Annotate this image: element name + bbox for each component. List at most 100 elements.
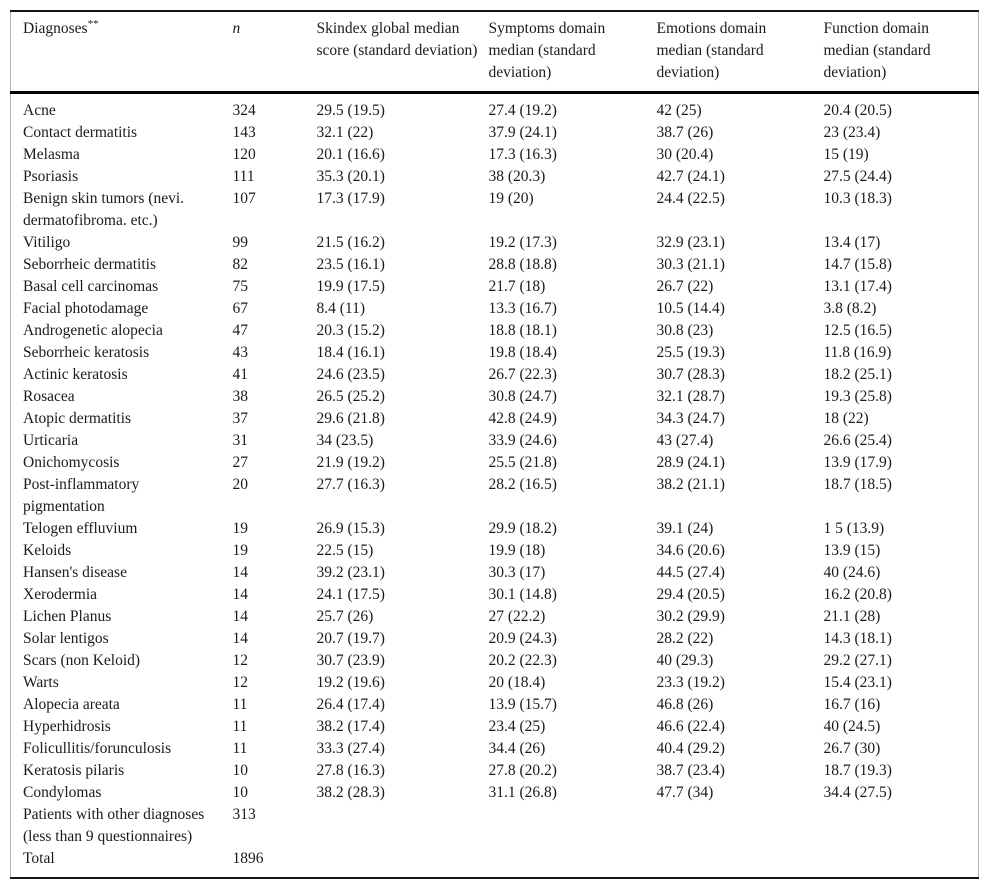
cell-skindex-global: 38.2 (17.4) (316, 718, 385, 735)
cell-n: 107 (232, 190, 256, 207)
cell-emotions: 40.4 (29.2) (656, 740, 725, 757)
cell-symptoms: 19.8 (18.4) (488, 344, 557, 361)
cell-skindex-global: 19.9 (17.5) (316, 278, 385, 295)
cell-skindex-global: 26.4 (17.4) (316, 696, 385, 713)
cell-emotions: 29.4 (20.5) (656, 586, 725, 603)
cell-n: 99 (232, 234, 249, 251)
table-row: Psoriasis 111 35.3 (20.1) 38 (20.3) 42.7 (24… (11, 166, 979, 188)
cell-skindex-global: 27.8 (16.3) (316, 762, 385, 779)
table-row: Rosacea 38 26.5 (25.2) 30.8 (24.7) 32.1 (28.… (11, 386, 979, 408)
cell-skindex-global: 30.7 (23.9) (316, 652, 385, 669)
cell-emotions: 38.7 (23.4) (656, 762, 725, 779)
cell-emotions: 39.1 (24) (656, 520, 714, 537)
cell-symptoms: 21.7 (18) (488, 278, 546, 295)
cell-symptoms: 13.3 (16.7) (488, 300, 557, 317)
cell-function: 21.1 (28) (823, 608, 881, 625)
cell-skindex-global: 25.7 (26) (316, 608, 374, 625)
cell-symptoms: 29.9 (18.2) (488, 520, 557, 537)
cell-n: 120 (232, 146, 256, 163)
cell-skindex-global (317, 848, 489, 878)
cell-n: 324 (232, 102, 256, 119)
cell-skindex-global: 17.3 (17.9) (316, 190, 385, 207)
table-row: Onichomycosis 27 21.9 (19.2) 25.5 (21.8) 28.… (11, 452, 979, 474)
table-row: Alopecia areata 11 26.4 (17.4) 13.9 (15.7) 4… (11, 694, 979, 716)
table-row: Facial photodamage 67 8.4 (11) 13.3 (16.7) 1… (11, 298, 979, 320)
cell-skindex-global: 32.1 (22) (316, 124, 374, 141)
cell-n: 11 (232, 696, 248, 713)
cell-emotions: 47.7 (34) (656, 784, 714, 801)
table-row: Vitiligo 99 21.5 (16.2) 19.2 (17.3) 32.9 (23… (11, 232, 979, 254)
cell-diagnosis: Psoriasis (23, 168, 79, 185)
cell-n: 31 (232, 432, 249, 449)
cell-symptoms: 17.3 (16.3) (488, 146, 557, 163)
cell-diagnosis: Rosacea (23, 388, 75, 405)
cell-function: 13.1 (17.4) (823, 278, 892, 295)
cell-function (824, 848, 979, 878)
cell-skindex-global: 33.3 (27.4) (316, 740, 385, 757)
table-row: Melasma 120 20.1 (16.6) 17.3 (16.3) 30 (20.4… (11, 144, 979, 166)
cell-function: 16.2 (20.8) (823, 586, 892, 603)
cell-emotions: 38.7 (26) (656, 124, 714, 141)
cell-diagnosis: Actinic keratosis (23, 366, 128, 383)
cell-n: 10 (232, 762, 249, 779)
cell-symptoms: 20.9 (24.3) (488, 630, 557, 647)
cell-skindex-global: 24.6 (23.5) (316, 366, 385, 383)
cell-function: 29.2 (27.1) (823, 652, 892, 669)
cell-function: 14.3 (18.1) (823, 630, 892, 647)
cell-n: 20 (232, 476, 249, 493)
cell-emotions: 24.4 (22.5) (656, 190, 725, 207)
cell-symptoms: 34.4 (26) (488, 740, 546, 757)
cell-skindex-global: 21.9 (19.2) (316, 454, 385, 471)
col-header-n: n (232, 11, 317, 94)
cell-function: 18.7 (19.3) (823, 762, 892, 779)
cell-emotions: 30.3 (21.1) (656, 256, 725, 273)
col-header-function-domain: Function domain median (standard deviati… (823, 11, 979, 94)
cell-skindex-global: 39.2 (23.1) (316, 564, 385, 581)
cell-function: 3.8 (8.2) (823, 300, 877, 317)
cell-emotions: 26.7 (22) (656, 278, 714, 295)
cell-function: 11.8 (16.9) (823, 344, 892, 361)
cell-diagnosis: Basal cell carcinomas (23, 278, 159, 295)
table-row: Patients with other diagnoses (less than… (11, 804, 979, 848)
cell-skindex-global: 24.1 (17.5) (316, 586, 385, 603)
cell-emotions: 25.5 (19.3) (656, 344, 725, 361)
cell-function: 10.3 (18.3) (823, 190, 892, 207)
col-header-skindex-global: Skindex global median score (standard de… (316, 11, 489, 94)
table-row: Xerodermia 14 24.1 (17.5) 30.1 (14.8) 29.4 (… (11, 584, 979, 606)
cell-symptoms: 33.9 (24.6) (488, 432, 557, 449)
cell-diagnosis: Patients with other diagnoses (less than… (23, 806, 205, 845)
table-row: Benign skin tumors (nevi. dermatofibroma… (11, 188, 979, 232)
col-header-diagnoses-label: Diagnoses (23, 20, 88, 37)
cell-diagnosis: Keloids (23, 542, 72, 559)
cell-n: 12 (232, 652, 249, 669)
cell-emotions: 42.7 (24.1) (656, 168, 725, 185)
cell-function: 34.4 (27.5) (823, 784, 892, 801)
cell-diagnosis: Post-inflammatory pigmentation (23, 476, 140, 515)
cell-emotions: 28.2 (22) (656, 630, 714, 647)
cell-skindex-global: 26.5 (25.2) (316, 388, 385, 405)
cell-skindex-global: 19.2 (19.6) (316, 674, 385, 691)
cell-emotions: 42 (25) (656, 102, 702, 119)
cell-diagnosis: Keratosis pilaris (23, 762, 125, 779)
cell-skindex-global: 22.5 (15) (316, 542, 374, 559)
cell-function: 40 (24.5) (823, 718, 881, 735)
cell-diagnosis: Condylomas (23, 784, 102, 801)
cell-n: 143 (232, 124, 256, 141)
col-header-symptoms-domain: Symptoms domain median (standard deviati… (488, 11, 657, 94)
cell-emotions: 46.6 (22.4) (656, 718, 725, 735)
cell-n: 37 (232, 410, 249, 427)
cell-emotions: 32.1 (28.7) (656, 388, 725, 405)
cell-function: 18.7 (18.5) (823, 476, 892, 493)
cell-diagnosis: Melasma (23, 146, 80, 163)
cell-symptoms: 25.5 (21.8) (488, 454, 557, 471)
cell-skindex-global (317, 804, 489, 848)
cell-skindex-global: 8.4 (11) (316, 300, 366, 317)
table-row: Seborrheic dermatitis 82 23.5 (16.1) 28.8 (… (11, 254, 979, 276)
cell-skindex-global: 18.4 (16.1) (316, 344, 385, 361)
table-row: Telogen effluvium 19 26.9 (15.3) 29.9 (18.2… (11, 518, 979, 540)
cell-symptoms: 18.8 (18.1) (488, 322, 557, 339)
table-row: Basal cell carcinomas 75 19.9 (17.5) 21.7 (… (11, 276, 979, 298)
cell-diagnosis: Androgenetic alopecia (23, 322, 163, 339)
cell-diagnosis: Acne (23, 102, 56, 119)
table-row: Urticaria 31 34 (23.5) 33.9 (24.6) 43 (27.4)… (11, 430, 979, 452)
